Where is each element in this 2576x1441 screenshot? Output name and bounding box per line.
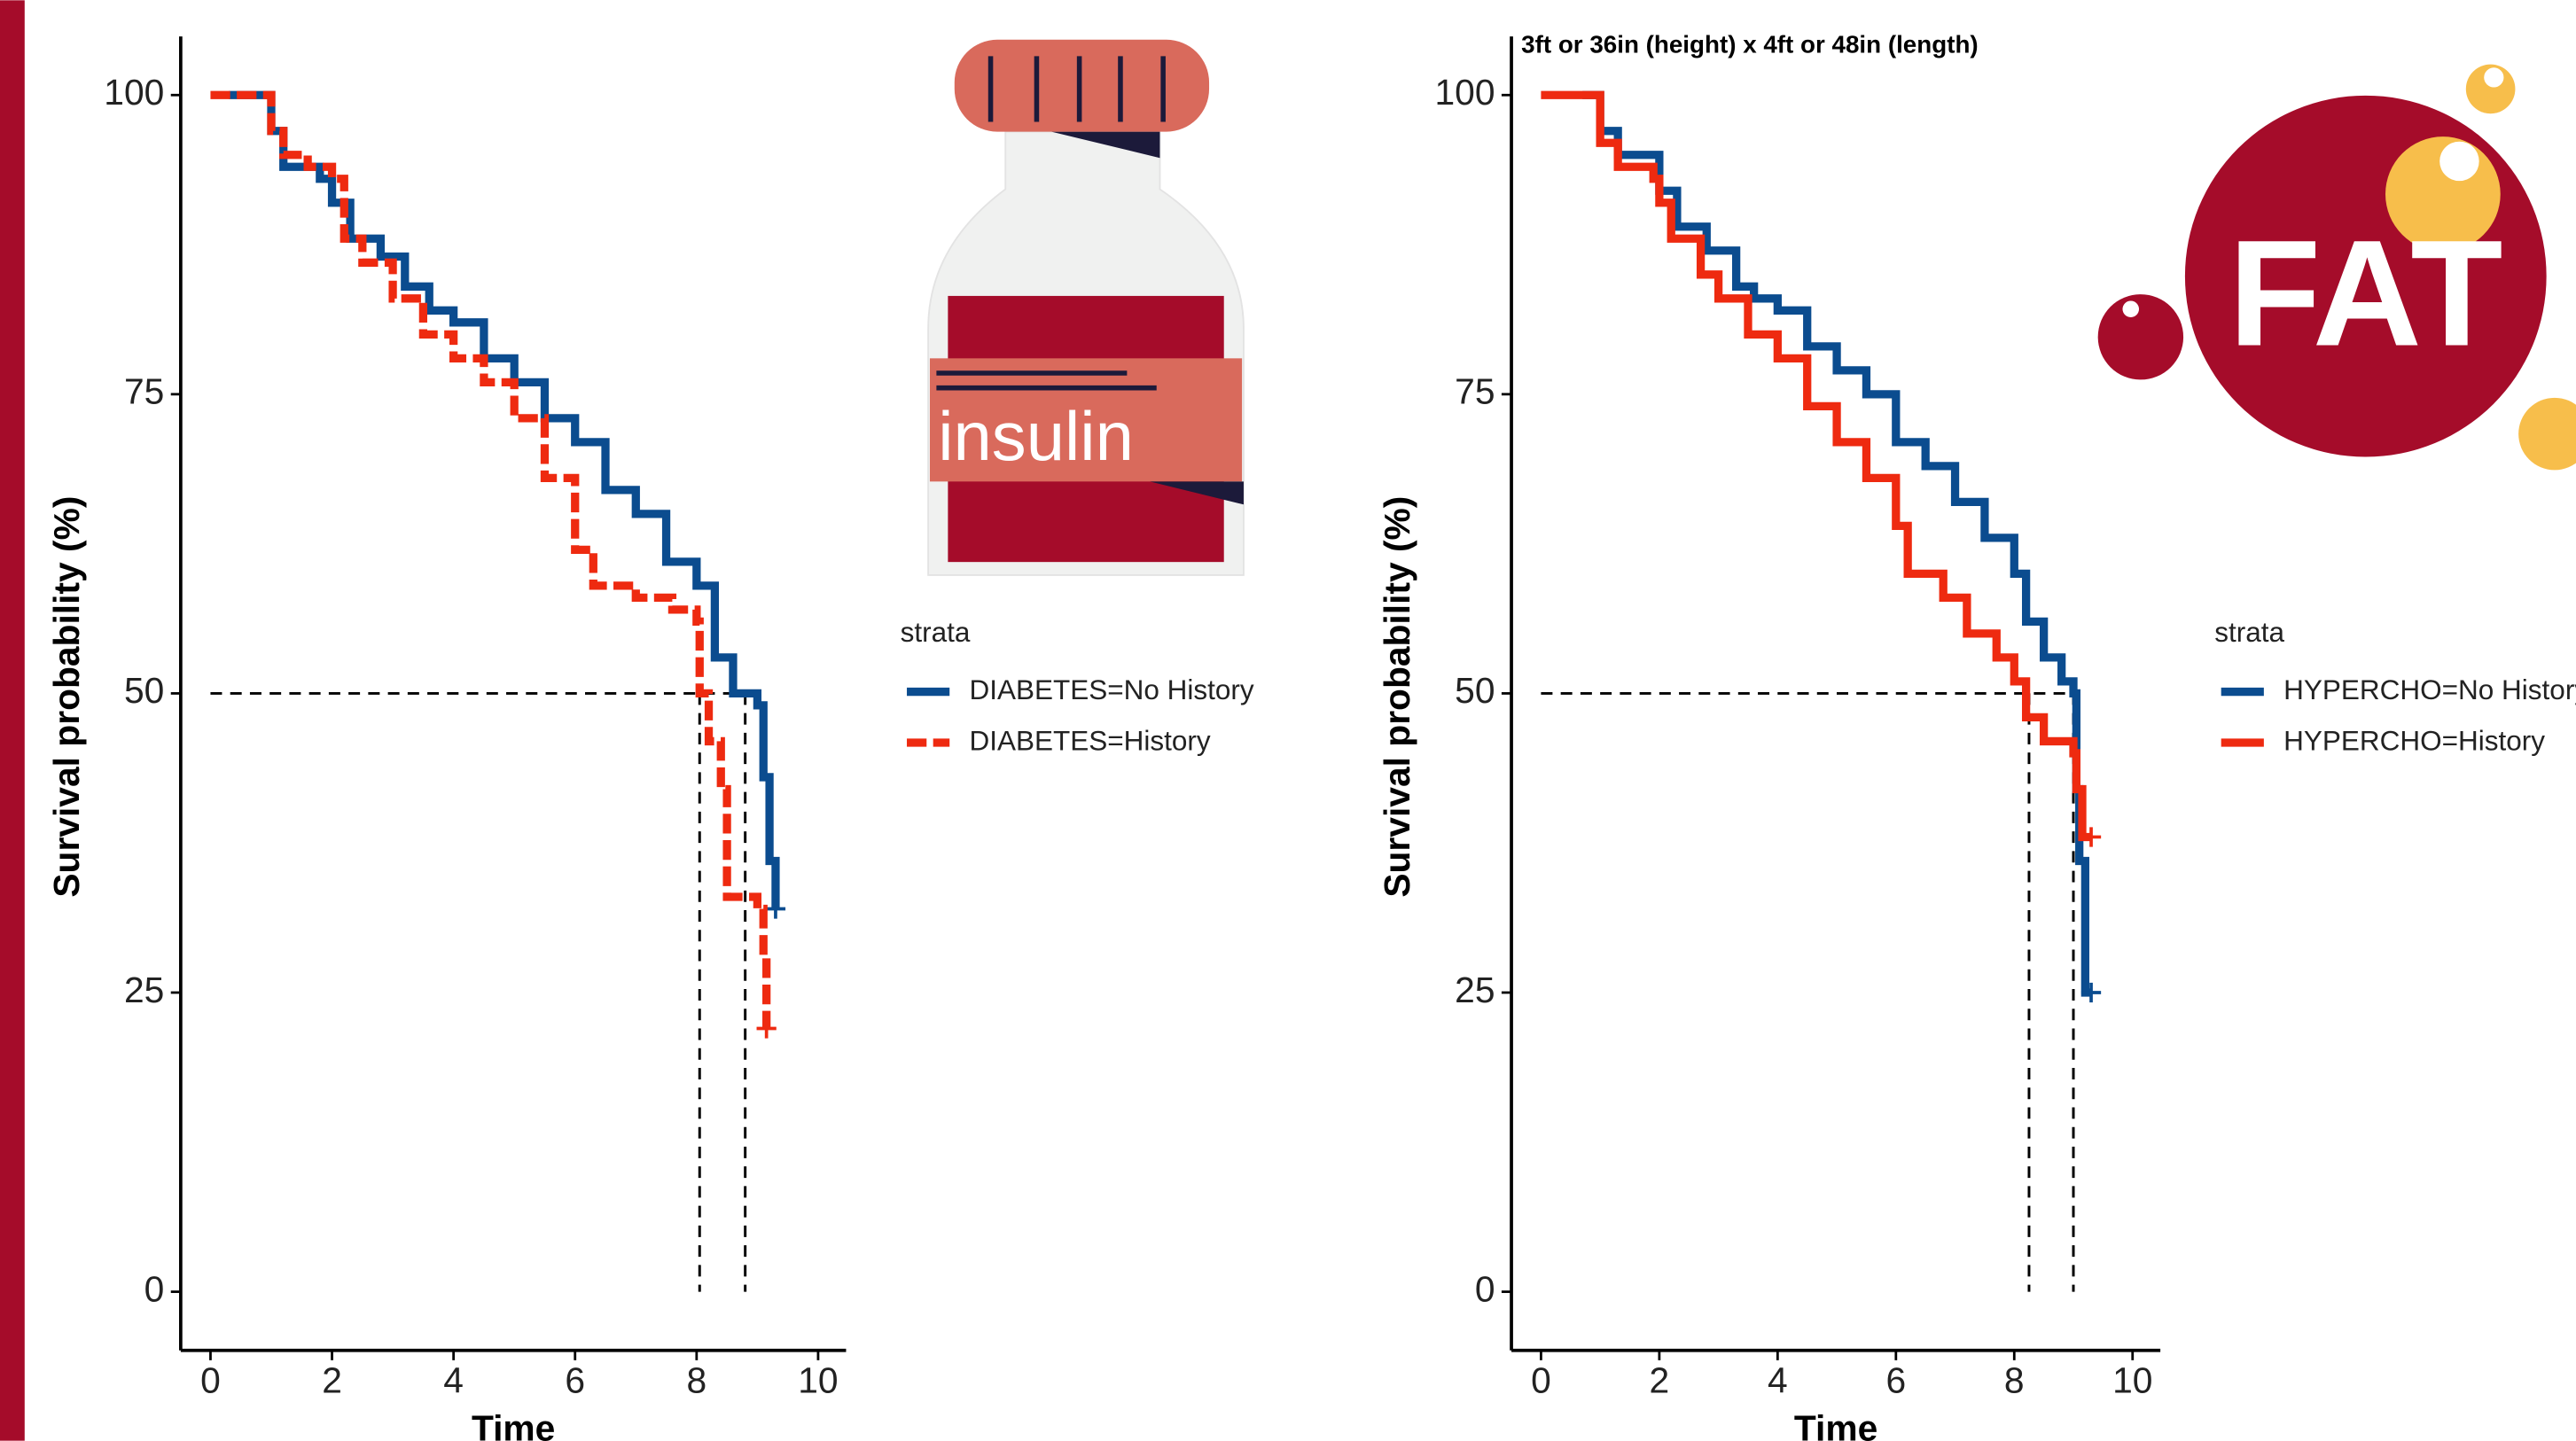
survival-curve [229, 90, 780, 909]
x-tick-label: 6 [1885, 1360, 1906, 1401]
y-tick-label: 0 [144, 1268, 165, 1309]
chart: 0 25 50 75 100 0 2 4 6 8 10 Time Survival probabilit… [46, 36, 1254, 1441]
y-tick-label: 100 [104, 72, 164, 113]
y-tick-label: 100 [1434, 72, 1495, 113]
x-axis-title: Time [472, 1408, 555, 1441]
y-axis-title: Survival probability (%) [46, 496, 87, 898]
legend-label: DIABETES=No History [969, 674, 1253, 705]
legend-title: strata [901, 616, 971, 648]
y-axis-title: Survival probability (%) [1377, 496, 1417, 898]
x-tick-label: 6 [565, 1360, 585, 1401]
x-tick-label: 4 [443, 1360, 464, 1401]
censor-mark [2080, 982, 2102, 1003]
chart: 0 25 50 75 100 0 2 4 6 8 10 Time Survival probabilit… [1377, 36, 2576, 1441]
censor-mark [756, 1018, 777, 1039]
x-tick-label: 10 [798, 1360, 838, 1401]
x-tick-label: 8 [686, 1360, 706, 1401]
y-tick-label: 75 [1455, 371, 1495, 412]
y-tick-label: 25 [1455, 970, 1495, 1010]
legend-label: HYPERCHO=No History [2283, 674, 2576, 705]
bottle-label: insulin [938, 399, 1134, 475]
censor-mark [765, 899, 786, 919]
y-tick-label: 50 [1455, 670, 1495, 711]
x-tick-label: 0 [1531, 1360, 1551, 1401]
x-tick-label: 2 [322, 1360, 342, 1401]
survival-curve [210, 90, 771, 1029]
legend-label: HYPERCHO=History [2283, 724, 2545, 756]
fat-badge: FAT [2097, 64, 2576, 471]
survival-curve [1541, 90, 2092, 842]
survival-curve [1582, 90, 2092, 997]
y-tick-label: 25 [124, 970, 164, 1010]
x-tick-label: 2 [1650, 1360, 1670, 1401]
size-note: 3ft or 36in (height) x 4ft or 48in (leng… [1521, 31, 1979, 58]
insulin-bottle: insulin [927, 39, 1245, 576]
y-tick-label: 50 [124, 670, 164, 711]
side-bar [0, 0, 25, 1441]
x-axis-title: Time [1794, 1408, 1877, 1441]
legend-title: strata [2214, 616, 2284, 648]
x-tick-label: 8 [2004, 1360, 2025, 1401]
badge-text: FAT [2229, 210, 2502, 378]
legend-label: DIABETES=History [969, 724, 1210, 756]
x-tick-label: 10 [2112, 1360, 2152, 1401]
y-tick-label: 0 [1475, 1268, 1495, 1309]
y-tick-label: 75 [124, 371, 164, 412]
x-tick-label: 0 [200, 1360, 221, 1401]
x-tick-label: 4 [1768, 1360, 1788, 1401]
censor-mark [2080, 827, 2102, 847]
